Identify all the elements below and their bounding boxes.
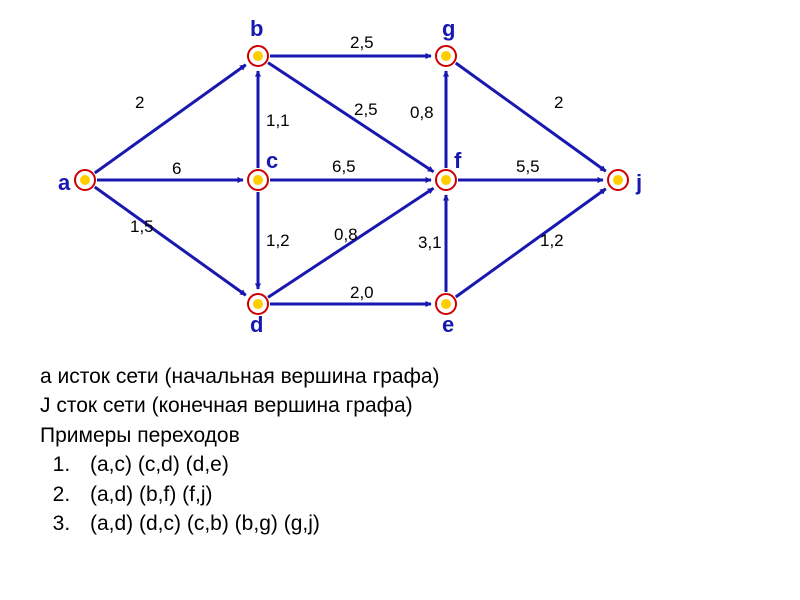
edge-weight-c-d: 1,2 bbox=[266, 231, 290, 250]
examples-list: (a,c) (c,d) (d,e) (a,d) (b,f) (f,j) (a,d… bbox=[40, 450, 760, 538]
caption-source-line: a исток сети (начальная вершина графа) bbox=[40, 362, 760, 391]
list-item: (a,c) (c,d) (d,e) bbox=[76, 450, 760, 479]
list-item: (a,d) (d,c) (c,b) (b,g) (g,j) bbox=[76, 509, 760, 538]
edge-weight-f-j: 5,5 bbox=[516, 157, 540, 176]
edge-e-j bbox=[456, 189, 606, 297]
edge-weight-b-g: 2,5 bbox=[350, 33, 374, 52]
caption-sink-line: J сток сети (конечная вершина графа) bbox=[40, 391, 760, 420]
edge-weight-c-f: 6,5 bbox=[332, 157, 356, 176]
edge-g-j bbox=[456, 63, 606, 171]
node-d: d bbox=[248, 294, 268, 337]
node-a: a bbox=[58, 170, 95, 195]
edge-weight-d-e: 2,0 bbox=[350, 283, 374, 302]
edge-weight-d-f: 0,8 bbox=[334, 225, 358, 244]
edge-weight-e-j: 1,2 bbox=[540, 231, 564, 250]
node-e: e bbox=[436, 294, 456, 337]
list-item: (a,d) (b,f) (f,j) bbox=[76, 480, 760, 509]
edge-a-d bbox=[95, 187, 246, 295]
node-f: f bbox=[436, 148, 462, 190]
node-g: g bbox=[436, 16, 456, 66]
caption-block: a исток сети (начальная вершина графа) J… bbox=[0, 360, 800, 538]
node-label-a: a bbox=[58, 170, 71, 195]
edge-weight-b-f: 2,5 bbox=[354, 100, 378, 119]
node-label-d: d bbox=[250, 312, 263, 337]
node-label-g: g bbox=[442, 16, 455, 41]
node-label-f: f bbox=[454, 148, 462, 173]
node-label-j: j bbox=[635, 170, 642, 195]
edge-weight-a-d: 1,5 bbox=[130, 217, 154, 236]
node-c: c bbox=[248, 148, 278, 190]
node-b: b bbox=[248, 16, 268, 66]
caption-examples-title: Примеры переходов bbox=[40, 421, 760, 450]
edge-weight-e-f: 3,1 bbox=[418, 233, 442, 252]
edge-weight-c-b: 1,1 bbox=[266, 111, 290, 130]
edge-weight-f-g: 0,8 bbox=[410, 103, 434, 122]
edge-b-f bbox=[268, 63, 433, 172]
edge-weight-a-b: 2 bbox=[135, 93, 144, 112]
edge-weight-g-j: 2 bbox=[554, 93, 563, 112]
node-label-e: e bbox=[442, 312, 454, 337]
node-label-b: b bbox=[250, 16, 263, 41]
node-label-c: c bbox=[266, 148, 278, 173]
edge-a-b bbox=[95, 65, 246, 173]
edges: 2 6 1,5 1,1 1,2 2,5 2,5 6,5 0,8 2,0 3,1 0,8 2 5,5 1,2 bbox=[95, 33, 606, 304]
node-j: j bbox=[608, 170, 642, 195]
edge-weight-a-c: 6 bbox=[172, 159, 181, 178]
graph-network: 2 6 1,5 1,1 1,2 2,5 2,5 6,5 0,8 2,0 3,1 0,8 2 5,5 1,2 a… bbox=[0, 0, 800, 360]
